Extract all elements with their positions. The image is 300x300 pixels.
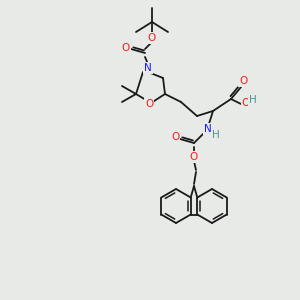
Text: N: N: [144, 63, 152, 73]
Text: O: O: [145, 99, 153, 109]
Text: O: O: [239, 76, 247, 86]
Text: O: O: [171, 132, 179, 142]
Text: O: O: [122, 43, 130, 53]
Text: H: H: [212, 130, 220, 140]
Text: O: O: [148, 33, 156, 43]
Text: O: O: [242, 98, 250, 108]
Text: N: N: [204, 124, 212, 134]
Text: O: O: [190, 152, 198, 162]
Text: H: H: [249, 95, 257, 105]
